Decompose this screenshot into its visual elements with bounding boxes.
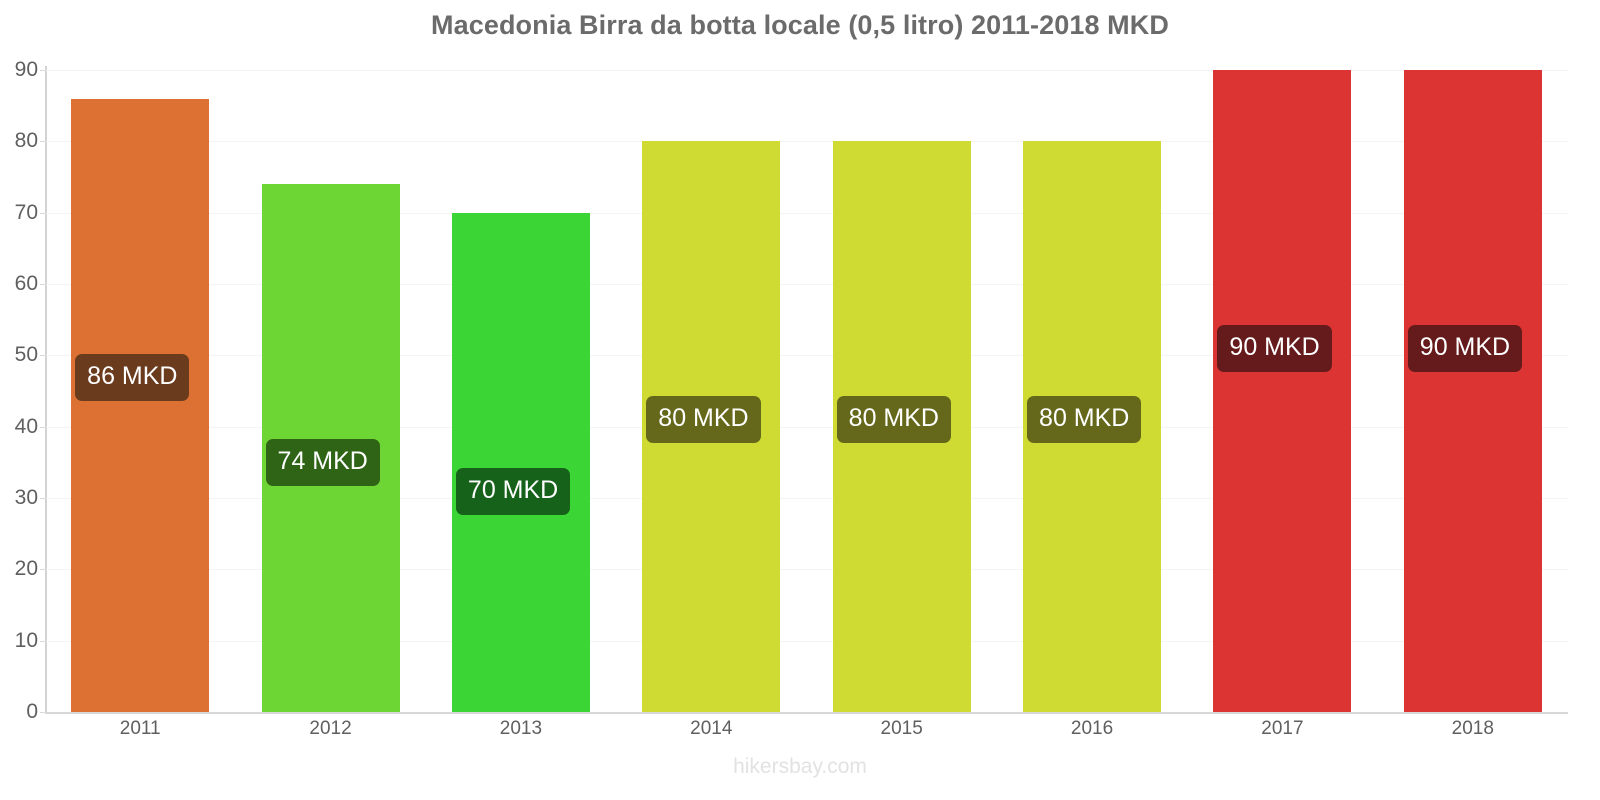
bar[interactable]: 86 MKD bbox=[71, 98, 210, 712]
y-axis-tick-mark bbox=[40, 212, 46, 214]
chart-title: Macedonia Birra da botta locale (0,5 lit… bbox=[431, 10, 1169, 40]
bar-value-label: 80 MKD bbox=[1027, 396, 1142, 444]
gridline bbox=[45, 212, 1568, 214]
x-axis-line bbox=[45, 712, 1568, 714]
y-axis-tick-mark bbox=[40, 498, 46, 499]
bar[interactable]: 90 MKD bbox=[1403, 70, 1542, 712]
y-axis-tick-label: 10 bbox=[14, 628, 38, 652]
x-axis-tick-label: 2016 bbox=[1070, 718, 1114, 739]
x-axis-tick-label: 2011 bbox=[119, 718, 161, 739]
bar-value-label: 90 MKD bbox=[1407, 325, 1523, 372]
bar-value-label: 74 MKD bbox=[265, 439, 380, 487]
bar-value-label: 80 MKD bbox=[836, 396, 951, 444]
gridline bbox=[45, 355, 1568, 357]
bar[interactable]: 70 MKD bbox=[451, 212, 590, 712]
y-axis-tick-mark bbox=[40, 141, 46, 143]
y-axis-tick-label: 60 bbox=[14, 272, 38, 295]
gridline bbox=[45, 284, 1568, 285]
gridline bbox=[45, 569, 1568, 571]
bar-value-label: 80 MKD bbox=[646, 396, 761, 444]
bar[interactable]: 90 MKD bbox=[1213, 70, 1352, 712]
y-axis-line bbox=[45, 66, 47, 714]
bar[interactable]: 80 MKD bbox=[642, 141, 781, 712]
gridline bbox=[45, 640, 1568, 642]
x-axis-tick-label: 2018 bbox=[1451, 718, 1494, 739]
gridline bbox=[45, 426, 1568, 428]
gridline bbox=[45, 498, 1568, 499]
y-axis-tick-mark bbox=[40, 284, 46, 285]
y-axis-tick-label: 80 bbox=[14, 129, 38, 153]
bar[interactable]: 80 MKD bbox=[1023, 141, 1162, 712]
plot-area: 86 MKD 74 MKD 70 MKD 80 MKD 80 MKD 80 MKD 90 M… bbox=[45, 70, 1568, 712]
y-axis-tick-label: 0 bbox=[26, 700, 38, 723]
bar[interactable]: 80 MKD bbox=[832, 141, 971, 712]
bar-value-label: 70 MKD bbox=[455, 467, 571, 515]
x-axis-tick-label: 2014 bbox=[690, 718, 733, 739]
bar-value-label: 90 MKD bbox=[1217, 325, 1332, 372]
y-axis-tick-label: 30 bbox=[14, 486, 38, 509]
y-axis-tick-mark bbox=[40, 70, 46, 71]
x-axis-tick-label: 2012 bbox=[309, 718, 352, 739]
y-axis-tick-label: 50 bbox=[14, 343, 38, 367]
bar[interactable]: 74 MKD bbox=[261, 184, 400, 712]
y-axis-tick-label: 40 bbox=[14, 414, 38, 438]
y-axis-tick-label: 20 bbox=[14, 557, 38, 581]
y-axis-tick-mark bbox=[40, 426, 46, 428]
x-axis-tick-label: 2017 bbox=[1261, 718, 1304, 739]
y-axis-tick-label: 70 bbox=[14, 200, 38, 224]
y-axis-tick-mark bbox=[40, 569, 46, 571]
footer-watermark: hikersbay.com bbox=[733, 755, 867, 778]
bar-value-label: 86 MKD bbox=[75, 353, 190, 401]
gridline bbox=[45, 141, 1568, 143]
x-axis-tick-label: 2015 bbox=[880, 718, 923, 739]
gridline bbox=[45, 70, 1568, 71]
x-axis-tick-label: 2013 bbox=[499, 718, 543, 739]
y-axis-tick-label: 90 bbox=[14, 58, 38, 81]
y-axis-tick-mark bbox=[40, 712, 46, 713]
y-axis-tick-mark bbox=[40, 640, 46, 642]
y-axis-tick-mark bbox=[40, 355, 46, 357]
